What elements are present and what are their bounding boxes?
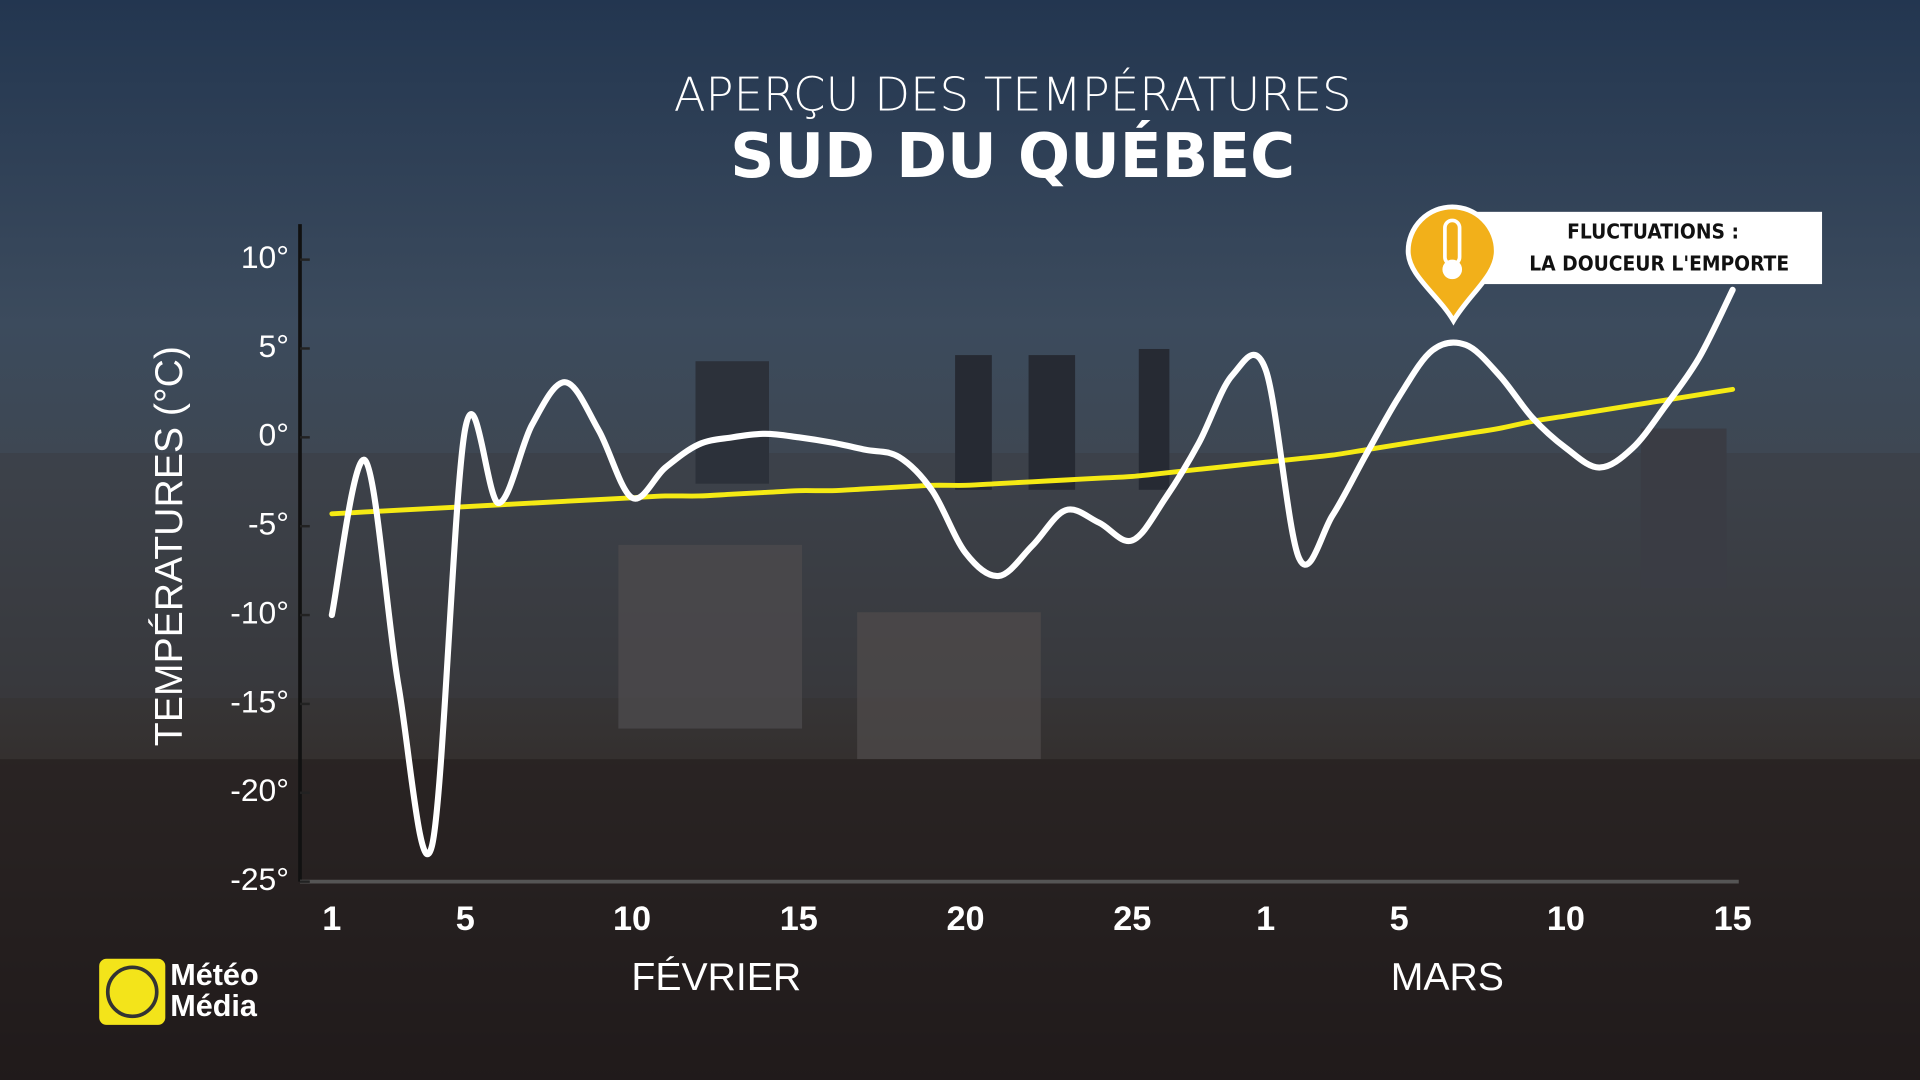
logo: Météo Média xyxy=(99,958,259,1025)
x-tick-label: 5 xyxy=(456,900,475,938)
x-tick-label: 25 xyxy=(1113,900,1151,938)
temperature-line xyxy=(328,286,1736,858)
annotation-text: FLUCTUATIONS : xyxy=(1567,220,1739,244)
y-tick-label: 0° xyxy=(259,417,289,453)
thermometer-bulb xyxy=(1442,259,1463,280)
x-tick-label: 10 xyxy=(613,900,651,938)
annotation: FLUCTUATIONS : LA DOUCEUR L'EMPORTE xyxy=(1405,204,1823,326)
y-tick-label: -5° xyxy=(248,506,289,542)
plot: 10°5°0°-5°-10°-15°-20°-25°1 5 10 15 20 25 1 5 10… xyxy=(230,239,1751,938)
logo-globe xyxy=(105,965,159,1019)
x-tick-label: 1 xyxy=(1256,900,1275,938)
y-tick-label: -25° xyxy=(230,861,289,897)
x-tick-label: 5 xyxy=(1390,900,1409,938)
annotation-box xyxy=(1475,211,1823,285)
logo-text: Média xyxy=(170,989,258,1023)
y-axis-label: TEMPÉRATURES (°C) xyxy=(148,346,191,746)
x-tick-label: 15 xyxy=(1714,900,1752,938)
y-tick-label: 5° xyxy=(259,328,289,364)
x-tick-label: 15 xyxy=(780,900,818,938)
chart-subtitle: SUD DU QUÉBEC xyxy=(730,120,1295,192)
annotation-text: LA DOUCEUR L'EMPORTE xyxy=(1529,251,1789,275)
y-tick-label: -20° xyxy=(230,772,289,808)
x-tick-label: 20 xyxy=(946,900,984,938)
y-tick-label: 10° xyxy=(241,239,289,275)
x-tick-label: 10 xyxy=(1547,900,1585,938)
x-tick-label: 1 xyxy=(322,900,341,938)
month-label: MARS xyxy=(1391,956,1504,999)
y-tick-label: -10° xyxy=(230,594,289,630)
chart-title: APERÇU DES TEMPÉRATURES xyxy=(674,67,1352,121)
y-tick-label: -15° xyxy=(230,683,289,719)
trend-line xyxy=(329,386,1736,517)
logo-text: Météo xyxy=(170,958,258,992)
month-label: FÉVRIER xyxy=(631,956,801,999)
